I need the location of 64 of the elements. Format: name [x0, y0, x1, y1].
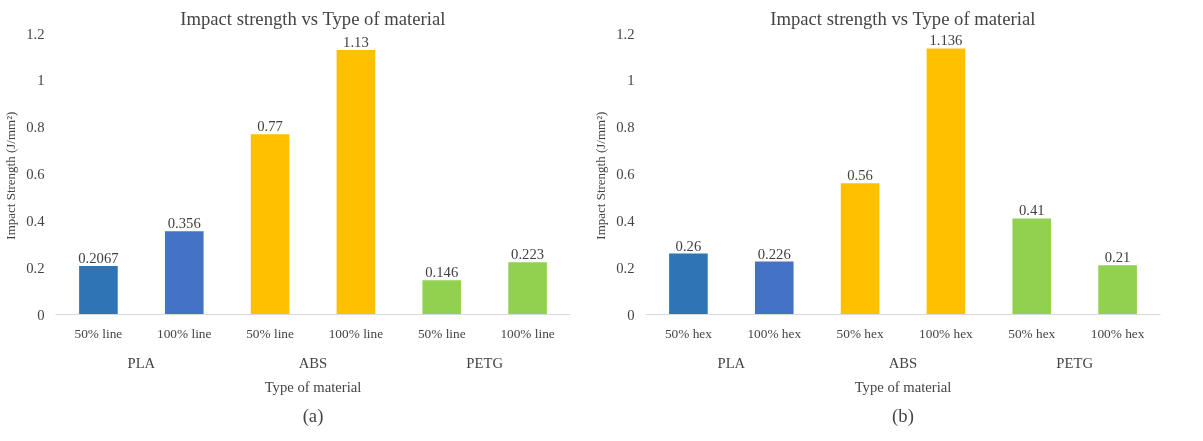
bar: [164, 231, 204, 315]
y-tick-label: 0.8: [616, 119, 635, 136]
bar: [508, 262, 547, 315]
data-label: 0.56: [847, 167, 873, 184]
x-tick-label: 50% line: [246, 325, 295, 341]
data-label: 0.146: [425, 264, 459, 281]
y-tick-label: 1: [37, 72, 45, 89]
text: ABS: [298, 354, 328, 371]
bar: [336, 49, 376, 315]
bar: [250, 134, 290, 315]
text: PLA: [717, 354, 746, 371]
text: (a): [302, 404, 324, 427]
y-tick-label: 0.2: [26, 259, 45, 276]
y-tick-label: 0.4: [26, 212, 46, 229]
bar: [79, 266, 118, 315]
y-tick-label: 0.2: [616, 259, 635, 276]
x-tick-label: 100% line: [500, 325, 555, 341]
x-tick-label: 100% hex: [747, 325, 802, 341]
x-tick-label: 100% line: [157, 325, 212, 341]
y-tick-label: 0.6: [616, 166, 635, 182]
data-label: 0.21: [1104, 249, 1131, 266]
x-tick-label: 50% hex: [1008, 325, 1056, 341]
x-axis-title: Type of material: [854, 378, 952, 395]
y-tick-label: 0.4: [616, 212, 636, 229]
y-axis-title: Impact Strength (J/mm²): [3, 111, 19, 240]
bar: [926, 48, 966, 315]
y-axis-title: Impact Strength (J/mm²): [593, 111, 609, 240]
text: PETG: [466, 354, 504, 371]
data-label: 0.26: [675, 237, 702, 254]
x-tick-label: 100% hex: [919, 325, 974, 341]
text: PLA: [127, 354, 156, 371]
x-tick-label: 50% hex: [836, 325, 884, 341]
data-label: 0.2067: [78, 250, 119, 267]
text: (b): [892, 404, 914, 427]
data-label: 1.13: [343, 33, 369, 50]
chart-title: Impact strength vs Type of material: [180, 7, 446, 29]
x-axis-title: Type of material: [264, 378, 362, 395]
data-label: 0.77: [257, 118, 283, 135]
bar: [422, 280, 462, 315]
y-tick-label: 1.2: [616, 25, 635, 42]
chart-title: Impact strength vs Type of material: [770, 7, 1036, 29]
data-label: 0.223: [511, 246, 545, 263]
data-label: 0.41: [1018, 202, 1045, 219]
data-label: 0.356: [167, 215, 201, 232]
x-tick-label: 50% hex: [664, 325, 713, 341]
bar: [840, 183, 880, 315]
y-tick-label: 0.6: [26, 166, 45, 182]
y-tick-label: 0: [627, 306, 635, 323]
bar: [1012, 218, 1052, 315]
text: PETG: [1056, 354, 1094, 371]
bar: [754, 261, 794, 315]
text: ABS: [888, 354, 918, 371]
bar: [669, 253, 708, 315]
x-tick-label: 100% hex: [1090, 325, 1145, 341]
x-tick-label: 100% line: [328, 325, 384, 341]
data-label: 1.136: [929, 32, 963, 49]
data-label: 0.226: [757, 245, 791, 262]
x-tick-label: 50% line: [417, 325, 466, 341]
x-tick-label: 50% line: [74, 325, 123, 341]
bar: [1098, 265, 1137, 315]
y-tick-label: 1.2: [26, 25, 45, 42]
y-tick-label: 0: [37, 306, 45, 323]
y-tick-label: 0.8: [26, 119, 45, 136]
y-tick-label: 1: [627, 72, 635, 89]
